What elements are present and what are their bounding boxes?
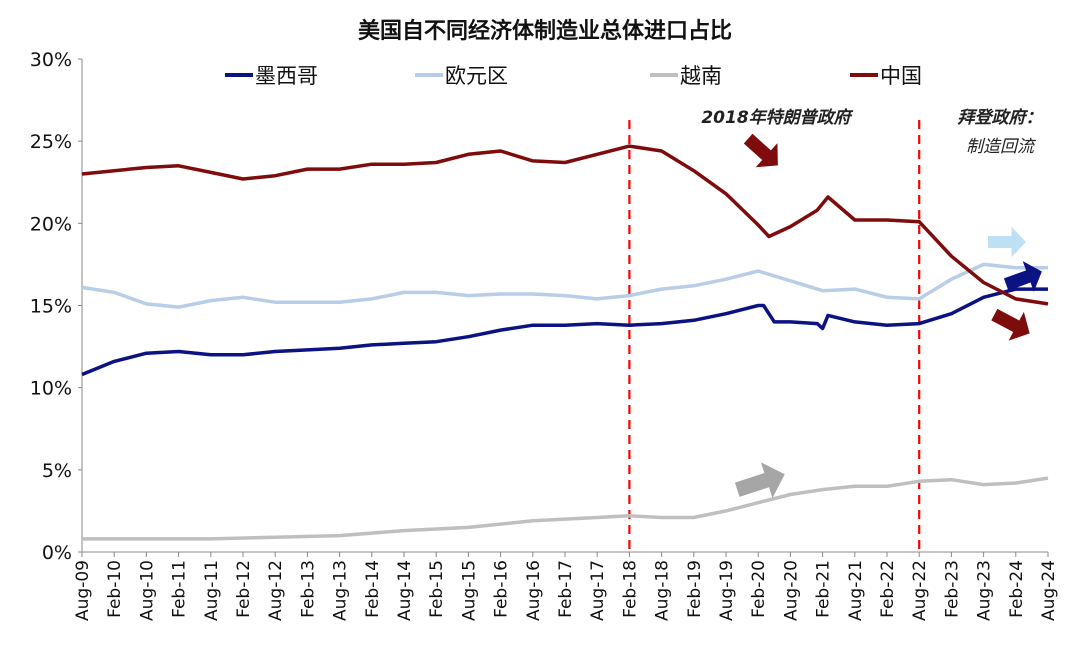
legend-label: 欧元区 [445, 64, 508, 88]
chart-title: 美国自不同经济体制造业总体进口占比 [358, 18, 732, 44]
x-tick-label: Feb-10 [105, 560, 125, 618]
x-tick-label: Aug-18 [653, 560, 673, 621]
x-tick-label: Aug-23 [975, 560, 995, 621]
vietnam-up-arrow-icon [734, 462, 785, 498]
x-tick-label: Aug-24 [1039, 560, 1059, 621]
x-tick-label: Feb-21 [814, 560, 834, 618]
x-tick-label: Feb-22 [878, 560, 898, 618]
x-tick-label: Feb-14 [363, 560, 383, 618]
series-line-1 [81, 262, 1048, 309]
y-tick-label: 20% [30, 213, 72, 235]
x-tick-label: Aug-20 [781, 560, 801, 621]
series-line-2 [82, 476, 1049, 541]
x-tick-label: Aug-15 [459, 560, 479, 621]
x-tick-label: Feb-11 [170, 560, 190, 618]
x-tick-label: Aug-17 [588, 560, 608, 621]
x-tick-label: Aug-14 [395, 560, 415, 621]
legend-label: 墨西哥 [255, 64, 318, 88]
x-tick-label: Aug-11 [202, 560, 222, 621]
series-line-0 [81, 287, 1048, 377]
annotation-trump: 2018年特朗普政府 [701, 108, 853, 128]
y-tick-label: 25% [30, 131, 72, 153]
y-tick-label: 5% [42, 460, 72, 482]
x-tick-label: Feb-20 [749, 560, 769, 618]
y-tick-label: 30% [30, 49, 72, 71]
legend-label: 中国 [880, 64, 922, 88]
x-tick-label: Feb-24 [1007, 560, 1027, 618]
x-tick-label: Feb-15 [427, 560, 447, 618]
x-tick-label: Aug-22 [910, 560, 930, 621]
x-tick-label: Feb-17 [556, 560, 576, 618]
legend-label: 越南 [680, 64, 722, 88]
x-tick-label: Feb-19 [685, 560, 705, 618]
x-tick-label: Aug-12 [266, 560, 286, 621]
x-tick-label: Feb-18 [620, 560, 640, 618]
x-tick-label: Aug-21 [846, 560, 866, 621]
x-tick-label: Aug-19 [717, 560, 737, 621]
y-tick-label: 15% [30, 296, 72, 318]
mexico-up-arrow-icon [1003, 261, 1042, 292]
china-down-arrow-icon [991, 308, 1030, 341]
china-down-arrow-icon [743, 133, 778, 168]
eurozone-right-arrow-icon [988, 227, 1026, 257]
annotation-biden: 拜登政府： [958, 108, 1043, 128]
x-tick-label: Feb-12 [234, 560, 254, 618]
x-tick-label: Feb-23 [942, 560, 962, 618]
x-tick-label: Aug-16 [524, 560, 544, 621]
y-tick-label: 0% [42, 542, 72, 564]
annotation-reshoring: 制造回流 [966, 137, 1037, 157]
y-tick-label: 10% [30, 378, 72, 400]
x-tick-label: Feb-16 [492, 560, 512, 618]
x-tick-label: Aug-13 [331, 560, 351, 621]
x-tick-label: Feb-13 [298, 560, 318, 618]
x-tick-label: Aug-09 [73, 560, 93, 621]
series-line-3 [81, 144, 1049, 306]
x-tick-label: Aug-10 [137, 560, 157, 621]
